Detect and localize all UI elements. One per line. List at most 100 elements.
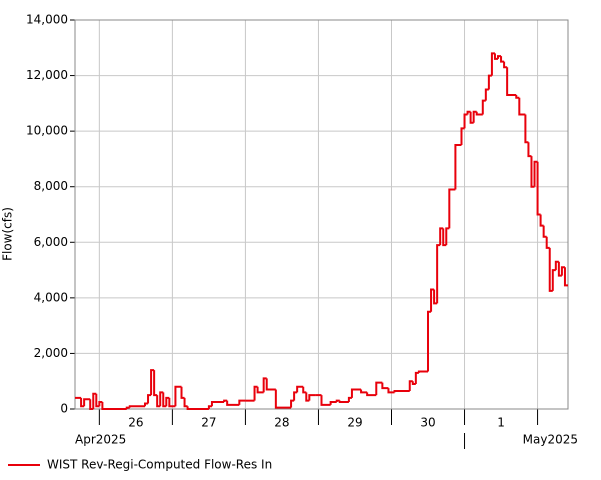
flow-step xyxy=(274,389,292,409)
flow-step xyxy=(223,399,228,403)
flow-step xyxy=(430,288,435,312)
flow-step xyxy=(393,389,410,393)
flow-step xyxy=(493,53,499,60)
x-tick-label: 30 xyxy=(420,416,435,430)
flow-step xyxy=(296,385,304,393)
plot-border xyxy=(74,19,569,410)
flow-step xyxy=(500,56,505,63)
flow-step xyxy=(101,402,127,410)
flow-step xyxy=(472,110,477,123)
flow-step xyxy=(80,397,85,408)
flow-step xyxy=(560,266,565,276)
y-tick-label: 8,000 xyxy=(34,179,68,193)
flow-step xyxy=(238,399,246,405)
flow-step xyxy=(436,244,441,304)
flow-step xyxy=(375,381,383,396)
y-tick-label: 12,000 xyxy=(26,68,68,82)
flow-step xyxy=(128,405,145,408)
flow-step xyxy=(460,127,465,146)
flow-step xyxy=(536,161,541,216)
flow-step xyxy=(503,61,508,69)
flow-step xyxy=(147,394,152,404)
flow-step xyxy=(366,392,377,397)
flow-step xyxy=(143,402,149,407)
flow-step xyxy=(442,228,447,247)
y-tick-label: 6,000 xyxy=(34,235,68,249)
flow-step xyxy=(539,214,544,227)
flow-step xyxy=(475,111,483,116)
flow-step xyxy=(497,55,502,59)
flow-step xyxy=(427,310,432,372)
flow-step xyxy=(338,400,349,404)
month-label: May2025 xyxy=(523,433,578,447)
flow-step xyxy=(265,378,276,391)
flow-step xyxy=(518,97,526,116)
flow-step xyxy=(153,370,158,397)
flow-step xyxy=(484,88,489,101)
flow-step xyxy=(557,261,562,277)
flow-step xyxy=(183,397,188,408)
flow-step xyxy=(469,111,474,124)
x-tick-label: 28 xyxy=(274,416,289,430)
flow-step xyxy=(530,156,535,188)
plot-area xyxy=(75,20,568,409)
flow-step xyxy=(454,144,462,190)
flow-step xyxy=(180,386,185,399)
flow-step xyxy=(551,269,556,291)
flow-step xyxy=(125,406,130,409)
flow-step xyxy=(159,391,164,407)
flow-step xyxy=(162,392,167,408)
flow-step xyxy=(548,247,553,292)
legend-label: WIST Rev-Regi-Computed Flow-Res In xyxy=(47,458,272,472)
flow-step xyxy=(439,227,444,246)
flow-step xyxy=(253,385,258,401)
flow-step xyxy=(524,114,529,144)
flow-step xyxy=(305,392,310,402)
flow-step xyxy=(150,369,155,396)
flow-step xyxy=(156,395,161,408)
flow-step xyxy=(490,52,495,76)
x-tick-label: 26 xyxy=(128,416,143,430)
flow-step xyxy=(347,396,352,403)
flow-step xyxy=(408,380,413,391)
flow-step xyxy=(293,391,298,401)
flow-step xyxy=(387,388,395,394)
flow-step xyxy=(381,382,389,390)
y-tick-label: 2,000 xyxy=(34,346,68,360)
y-axis-label: Flow(cfs) xyxy=(1,207,15,261)
flow-step xyxy=(506,67,517,97)
flow-step xyxy=(308,394,316,401)
flow-step xyxy=(165,396,170,407)
flow-step xyxy=(302,386,307,394)
flow-step xyxy=(360,389,368,394)
flow-step xyxy=(515,95,520,99)
flow-step xyxy=(290,399,295,408)
month-label: Apr2025 xyxy=(75,433,126,447)
x-tick-label: 1 xyxy=(497,416,505,430)
x-tick-label: 27 xyxy=(201,416,216,430)
flow-step xyxy=(329,401,337,405)
flow-step xyxy=(335,399,340,403)
flow-step xyxy=(417,370,429,373)
flow-step xyxy=(98,401,103,407)
flow-step xyxy=(448,188,456,229)
flow-step xyxy=(207,405,212,409)
flow-step xyxy=(445,227,450,246)
flow-step xyxy=(533,160,538,187)
flow-step xyxy=(186,406,209,410)
flow-step xyxy=(95,393,100,408)
flow-step xyxy=(563,267,568,287)
x-tick-label: 29 xyxy=(347,416,362,430)
flow-step xyxy=(320,395,331,406)
y-tick-label: 14,000 xyxy=(26,13,68,27)
flow-step xyxy=(262,377,267,393)
flow-step xyxy=(226,400,240,406)
flow-step xyxy=(350,388,362,398)
flow-step xyxy=(466,110,471,115)
flow-step xyxy=(256,386,264,394)
flow-step xyxy=(481,99,486,115)
flow-step xyxy=(92,392,97,409)
flow-step xyxy=(411,381,416,385)
flow-step xyxy=(527,142,532,158)
